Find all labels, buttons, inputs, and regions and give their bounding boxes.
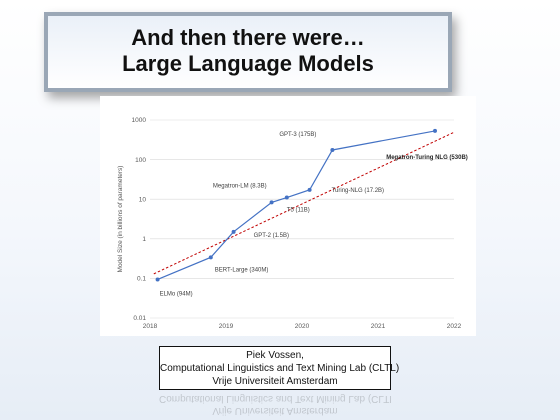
author-name: Piek Vossen, [246, 350, 304, 361]
x-tick-label: 2021 [371, 323, 386, 330]
data-point-label: BERT-Large (340M) [215, 267, 269, 273]
data-point-label: Turing-NLG (17.2B) [332, 188, 384, 194]
y-axis-title: Model Size (in billions of parameters) [117, 166, 124, 273]
y-tick-label: 0.1 [137, 276, 146, 283]
credit-reflection: Vrije Universiteit Amsterdam Computation… [159, 392, 391, 416]
reflection-university: Vrije Universiteit Amsterdam [212, 405, 338, 416]
data-point-label: ELMo (94M) [160, 291, 193, 297]
slide-title-line-1: And then there were… [131, 25, 365, 50]
x-tick-label: 2019 [219, 323, 234, 330]
data-point-label: GPT-3 (175B) [279, 132, 316, 138]
x-tick-label: 2022 [447, 323, 462, 330]
series-line [157, 130, 436, 281]
slide-title-line-2: Large Language Models [122, 51, 374, 76]
data-point-label: T5 (11B) [287, 208, 310, 214]
data-point [433, 128, 437, 133]
data-point [307, 187, 312, 192]
data-point [330, 147, 335, 152]
data-point-label: Megatron-LM (8.3B) [213, 183, 267, 189]
university-name: Vrije Universiteit Amsterdam [212, 376, 338, 387]
y-tick-label: 1 [142, 236, 146, 243]
y-tick-label: 100 [135, 157, 146, 164]
y-tick-label: 1000 [132, 117, 147, 124]
reflection-lab: Computational Linguistics and Text Minin… [159, 393, 391, 404]
model-size-chart: 0.01 0.1 1 10 100 1000 2018 2019 2020 2021 2022 Mod… [117, 117, 468, 330]
data-point [231, 229, 236, 234]
slide-title-box: And then there were… Large Language Mode… [44, 12, 452, 92]
y-tick-label: 0.01 [133, 315, 146, 322]
credit-box: Piek Vossen, Computational Linguistics a… [159, 346, 400, 390]
x-tick-label: 2020 [295, 323, 310, 330]
data-point-label: Megatron-Turing NLG (530B) [386, 155, 468, 161]
x-tick-label: 2018 [143, 323, 158, 330]
y-tick-label: 10 [139, 196, 147, 203]
data-point [284, 195, 289, 200]
chart-panel: 0.01 0.1 1 10 100 1000 2018 2019 2020 2021 2022 Mod… [100, 96, 476, 336]
trend-line [153, 131, 455, 275]
data-point-label: GPT-2 (1.5B) [254, 233, 289, 239]
data-point [155, 277, 160, 282]
lab-name: Computational Linguistics and Text Minin… [160, 363, 400, 374]
data-point [208, 255, 213, 260]
data-point [269, 200, 274, 205]
